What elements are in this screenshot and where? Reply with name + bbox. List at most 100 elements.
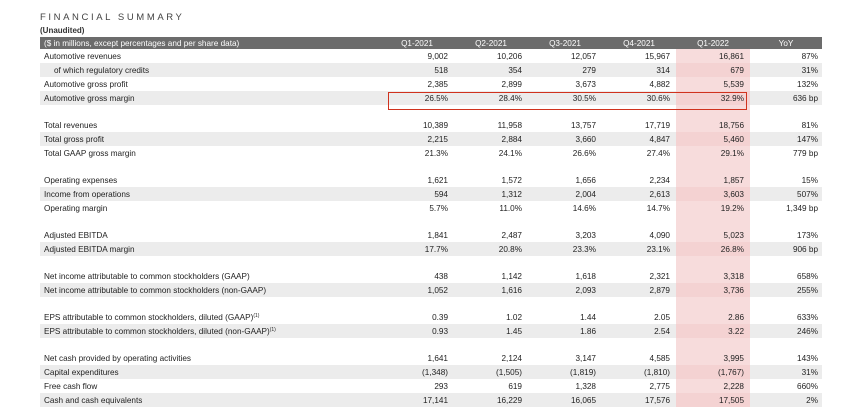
- table-cell: 2,234: [649, 175, 671, 185]
- row-label: Net income attributable to common stockh…: [40, 283, 380, 297]
- table-cell: 3,673: [575, 79, 597, 89]
- row-label: Free cash flow: [40, 379, 380, 393]
- table-cell: 1.45: [454, 324, 528, 338]
- table-row: EPS attributable to common stockholders,…: [40, 324, 822, 338]
- table-cell: 1,656: [575, 175, 597, 185]
- table-cell: (1,505): [454, 365, 528, 379]
- table-row: Automotive gross profit 2,385 2,899 3,673 4,…: [40, 77, 822, 91]
- table-cell: 14.7%: [646, 203, 670, 213]
- table-cell: 27.4%: [646, 148, 670, 158]
- table-cell: 23.1%: [602, 242, 676, 256]
- table-cell: 30.5%: [528, 91, 602, 105]
- row-label-text: Free cash flow: [44, 381, 98, 391]
- row-label-text: Automotive revenues: [44, 51, 121, 61]
- row-label: Automotive revenues: [40, 49, 380, 63]
- group-spacer: [40, 105, 822, 118]
- yoy-cell: 906 bp: [750, 242, 822, 256]
- row-label: Net income attributable to common stockh…: [40, 269, 380, 283]
- table-row: Free cash flow 293 619 1,328 2,775 2,228 660%: [40, 379, 822, 393]
- yoy-cell: 2%: [750, 393, 822, 407]
- table-cell: 1,857: [676, 173, 750, 187]
- table-cell: 293: [434, 381, 448, 391]
- group-spacer: [40, 215, 822, 228]
- column-header: YoY: [750, 37, 822, 49]
- row-label: Automotive gross profit: [40, 77, 380, 91]
- row-label: Total revenues: [40, 118, 380, 132]
- row-label: Operating expenses: [40, 173, 380, 187]
- row-label-text: EPS attributable to common stockholders,…: [44, 312, 254, 322]
- table-cell: 3,995: [676, 351, 750, 365]
- yoy-cell: 31%: [750, 365, 822, 379]
- table-cell: 3,147: [575, 353, 597, 363]
- table-cell: 16,861: [676, 49, 750, 63]
- yoy-cell: 147%: [750, 132, 822, 146]
- row-label: Automotive gross margin: [40, 91, 380, 105]
- table-cell: 1,618: [575, 271, 597, 281]
- yoy-cell: 660%: [797, 381, 818, 391]
- yoy-cell: 1,349 bp: [786, 203, 818, 213]
- row-label: Income from operations: [40, 187, 380, 201]
- column-header: Q3-2021: [528, 37, 602, 49]
- table-cell: 2,879: [602, 283, 676, 297]
- row-label: EPS attributable to common stockholders,…: [40, 324, 380, 338]
- table-cell: 28.4%: [454, 91, 528, 105]
- table-cell: 19.2%: [676, 201, 750, 215]
- table-cell: 11.0%: [499, 203, 522, 213]
- table-cell: 24.1%: [498, 148, 522, 158]
- yoy-cell: 633%: [797, 312, 818, 322]
- row-label-text: Net cash provided by operating activitie…: [44, 353, 191, 363]
- table-cell: 5,539: [676, 77, 750, 91]
- row-label-text: EPS attributable to common stockholders,…: [44, 326, 270, 336]
- table-cell: 11,958: [497, 120, 522, 130]
- table-cell: 1,841: [427, 230, 449, 240]
- yoy-cell: 31%: [750, 63, 822, 77]
- table-cell: 2,124: [501, 353, 523, 363]
- yoy-cell: 173%: [797, 230, 818, 240]
- row-label-text: Operating expenses: [44, 175, 118, 185]
- table-row: Total gross profit 2,215 2,884 3,660 4,847 5,…: [40, 132, 822, 146]
- table-cell: 12,057: [570, 51, 596, 61]
- table-cell: 1,142: [501, 271, 523, 281]
- yoy-cell: 246%: [750, 324, 822, 338]
- row-label: Adjusted EBITDA margin: [40, 242, 380, 256]
- row-label-text: Adjusted EBITDA margin: [44, 244, 135, 254]
- row-label: Total gross profit: [40, 132, 380, 146]
- table-cell: 14.6%: [572, 203, 596, 213]
- table-cell: 314: [602, 63, 676, 77]
- row-label: Capital expenditures: [40, 365, 380, 379]
- table-cell: 518: [380, 63, 454, 77]
- table-row: Net income attributable to common stockh…: [40, 269, 822, 283]
- table-cell: 2,385: [427, 79, 449, 89]
- row-label-text: Automotive gross margin: [44, 93, 135, 103]
- column-header: Q4-2021: [602, 37, 676, 49]
- table-cell: 2,004: [528, 187, 602, 201]
- row-label: Total GAAP gross margin: [40, 146, 380, 160]
- table-cell: 3.22: [676, 324, 750, 338]
- table-cell: 1,572: [501, 175, 523, 185]
- row-label-text: Total GAAP gross margin: [44, 148, 136, 158]
- table-row: Net income attributable to common stockh…: [40, 283, 822, 297]
- table-cell: 17,719: [644, 120, 670, 130]
- group-spacer: [40, 338, 822, 351]
- table-cell: 679: [676, 63, 750, 77]
- table-cell: 2,228: [676, 379, 750, 393]
- table-cell: 13,757: [570, 120, 596, 130]
- table-cell: 2,613: [602, 187, 676, 201]
- table-row: Total GAAP gross margin 21.3% 24.1% 26.6% 27…: [40, 146, 822, 160]
- table-row: Automotive gross margin 26.5% 28.4% 30.5% 30…: [40, 91, 822, 105]
- table-body: Automotive revenues 9,002 10,206 12,057 15,9…: [40, 49, 822, 407]
- table-row: EPS attributable to common stockholders,…: [40, 310, 822, 324]
- yoy-cell: 779 bp: [792, 148, 818, 158]
- table-cell: 4,090: [649, 230, 671, 240]
- table-cell: 23.3%: [528, 242, 602, 256]
- yoy-cell: 132%: [797, 79, 818, 89]
- table-cell: 30.6%: [602, 91, 676, 105]
- table-cell: 9,002: [427, 51, 449, 61]
- table-cell: 20.8%: [454, 242, 528, 256]
- yoy-cell: 143%: [797, 353, 818, 363]
- yoy-cell: 658%: [797, 271, 818, 281]
- table-cell: 438: [434, 271, 448, 281]
- table-header-row: ($ in millions, except percentages and p…: [40, 37, 822, 49]
- table-cell: (1,348): [380, 365, 454, 379]
- yoy-cell: 507%: [750, 187, 822, 201]
